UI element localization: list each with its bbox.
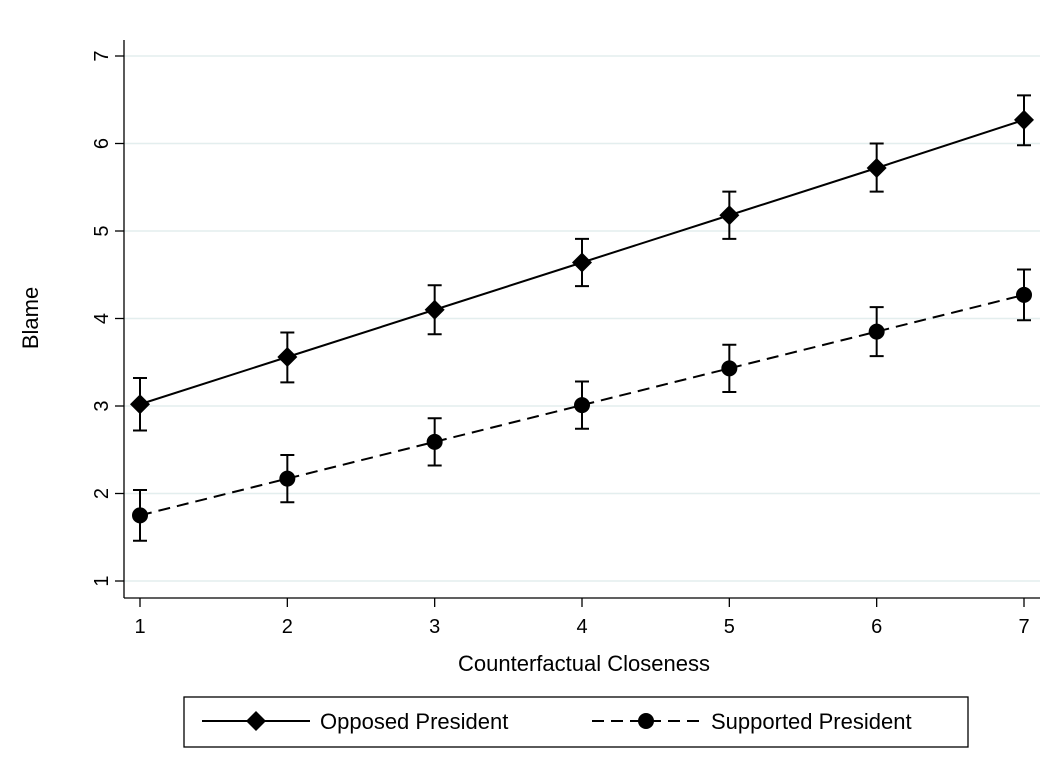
- legend-label-opposed-president: Opposed President: [320, 709, 508, 734]
- data-point-circle: [279, 470, 296, 487]
- tick-labels: 1 2 3 4 5 6 7 1 2 3 4 5 6 7: [91, 50, 1030, 638]
- data-point-circle: [132, 507, 148, 524]
- y-axis-title: Blame: [18, 287, 43, 349]
- data-point-diamond: [572, 252, 592, 273]
- series-opposed-president: [130, 94, 1034, 432]
- data-point-diamond: [1014, 109, 1034, 130]
- data-point-circle: [426, 433, 443, 450]
- data-point-diamond: [130, 394, 150, 415]
- data-point-circle: [868, 323, 885, 340]
- y-tick-label: 4: [91, 313, 113, 324]
- legend-item-supported-president: Supported President: [592, 709, 912, 734]
- x-tick-label: 7: [1018, 616, 1029, 638]
- data-point-circle: [1016, 286, 1032, 303]
- legend-circle-marker: [638, 713, 654, 729]
- y-tick-label: 2: [91, 488, 113, 499]
- x-tick-label: 2: [282, 616, 293, 638]
- y-tick-label: 7: [91, 50, 113, 61]
- y-tick-label: 3: [91, 400, 113, 411]
- x-tick-label: 6: [871, 616, 882, 638]
- data-point-circle: [721, 360, 738, 377]
- axes: [115, 40, 1040, 607]
- y-tick-label: 5: [91, 225, 113, 236]
- x-axis-title: Counterfactual Closeness: [458, 651, 710, 676]
- gridlines: [124, 55, 1040, 582]
- data-point-diamond: [719, 205, 740, 226]
- x-tick-label: 3: [429, 616, 440, 638]
- x-tick-label: 5: [724, 616, 735, 638]
- legend-box: [183, 696, 969, 748]
- data-point-diamond: [424, 299, 445, 320]
- y-tick-label: 6: [91, 138, 113, 149]
- data-point-circle: [574, 397, 590, 414]
- data-point-diamond: [277, 347, 298, 367]
- legend-diamond-marker: [246, 711, 266, 731]
- x-tick-label: 1: [134, 616, 145, 638]
- legend-item-opposed-president: Opposed President: [202, 709, 508, 734]
- y-tick-label: 1: [91, 575, 113, 586]
- data-point-diamond: [866, 158, 887, 178]
- series-supported-president: [132, 268, 1032, 542]
- series: [130, 94, 1034, 542]
- x-tick-label: 4: [576, 616, 587, 638]
- legend-label-supported-president: Supported President: [711, 709, 912, 734]
- legend: Opposed President Supported President: [183, 696, 969, 748]
